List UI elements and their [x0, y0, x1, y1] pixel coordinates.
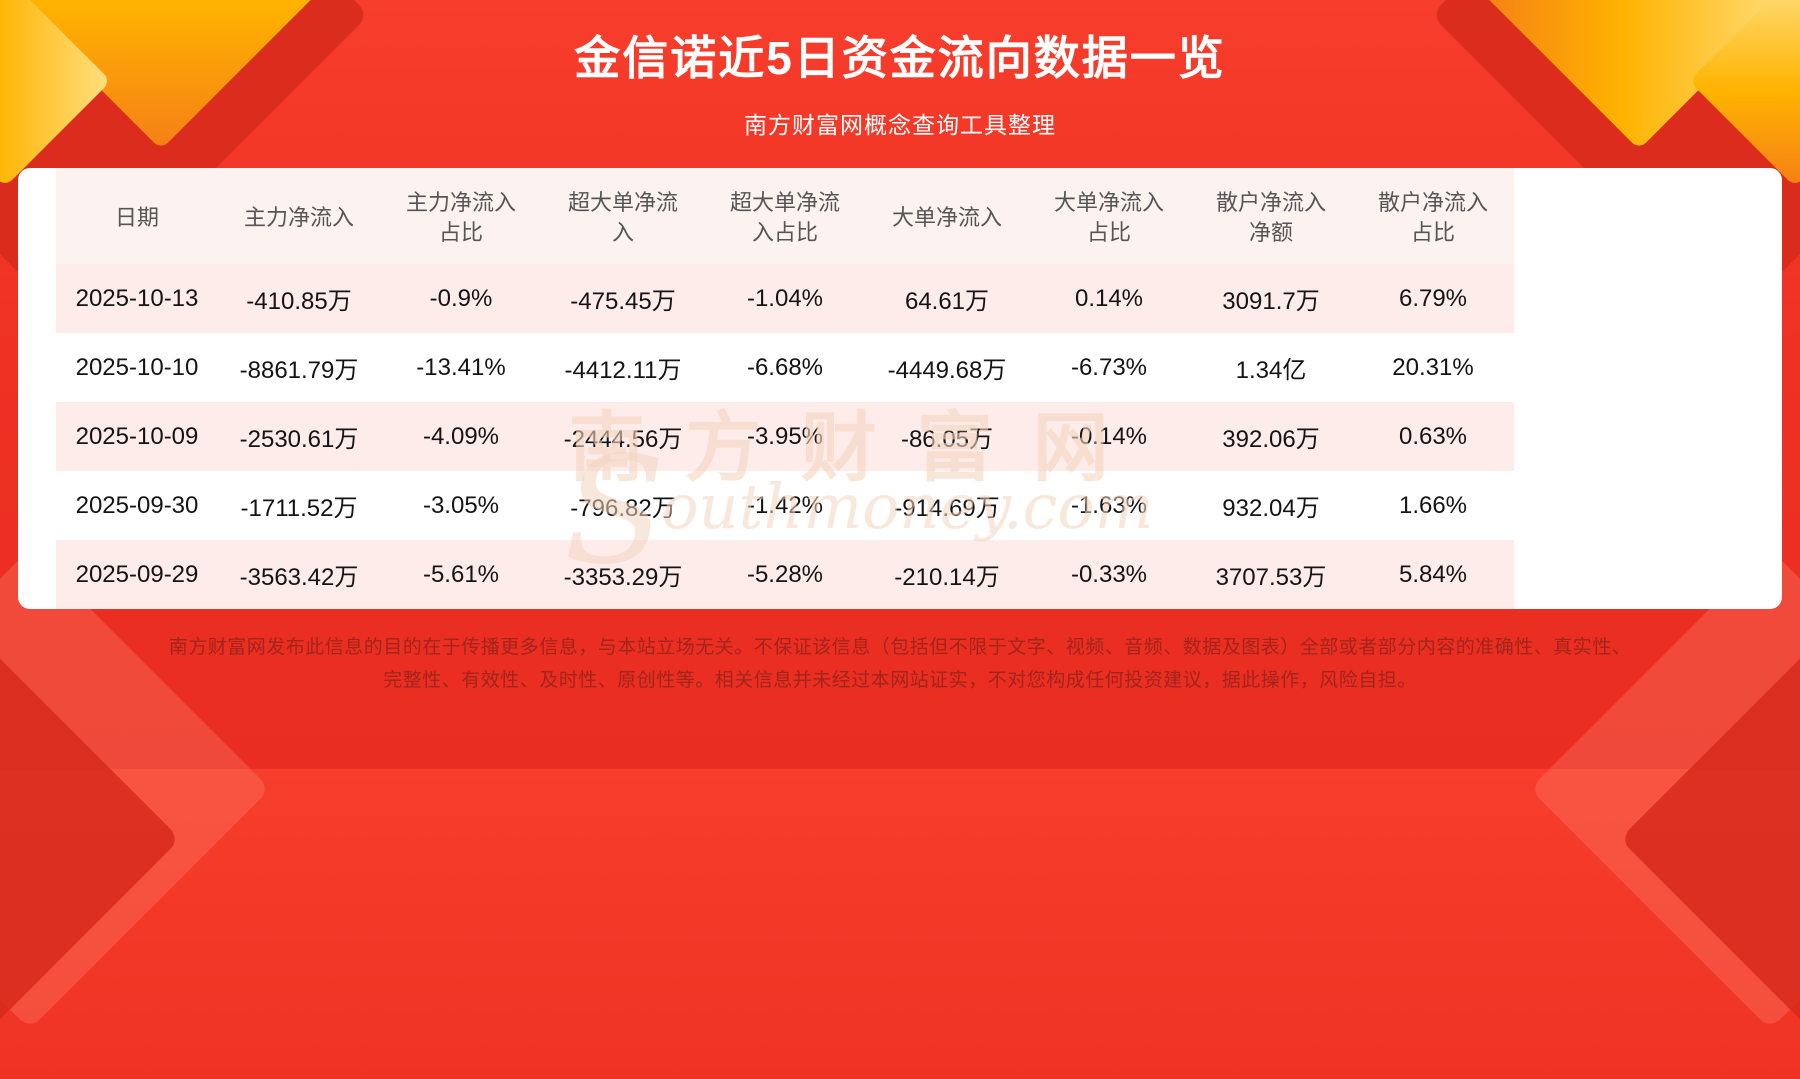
value-cell: -410.85万 [246, 288, 352, 315]
fund-flow-table-card: 日期 主力净流入 主力净流入占比 超大单净流入 超大单净流入占比 大单净流入 大单净流入占比… [18, 168, 1782, 609]
value-cell: -0.9% [429, 284, 493, 312]
column-header: 超大单净流入占比 [729, 190, 840, 245]
value-cell: -914.69万 [894, 495, 1000, 522]
value-cell: -3563.42万 [239, 564, 359, 591]
value-cell: 932.04万 [1222, 495, 1320, 522]
column-header: 主力净流入 [243, 205, 354, 230]
table-row: 2025-10-10 -8861.79万 -13.41% -4412.11万 -6.68… [56, 333, 1514, 402]
value-cell: 3707.53万 [1215, 564, 1327, 591]
fund-flow-table: 日期 主力净流入 主力净流入占比 超大单净流入 超大单净流入占比 大单净流入 大单净流入占比… [56, 168, 1514, 609]
column-header: 散户净流入占比 [1377, 190, 1488, 245]
value-cell: -6.68% [746, 353, 824, 381]
disclaimer-line-1: 南方财富网发布此信息的目的在于传播更多信息，与本站立场无关。不保证该信息（包括但… [168, 637, 1632, 658]
date-cell: 2025-10-09 [75, 422, 199, 450]
table-body: 2025-10-13 -410.85万 -0.9% -475.45万 -1.04% 64.… [56, 264, 1514, 609]
value-cell: -1.42% [746, 491, 824, 519]
table-row: 2025-10-13 -410.85万 -0.9% -475.45万 -1.04% 64.… [56, 264, 1514, 333]
value-cell: 1.66% [1398, 491, 1468, 519]
column-header: 大单净流入 [891, 205, 1002, 230]
value-cell: 64.61万 [904, 288, 990, 315]
value-cell: -210.14万 [894, 564, 1000, 591]
value-cell: 6.79% [1398, 284, 1468, 312]
table-wrap: 日期 主力净流入 主力净流入占比 超大单净流入 超大单净流入占比 大单净流入 大单净流入占比… [18, 168, 1782, 609]
value-cell: 0.63% [1398, 422, 1468, 450]
table-row: 2025-09-30 -1711.52万 -3.05% -796.82万 -1.42% -… [56, 471, 1514, 540]
value-cell: -3.05% [422, 491, 500, 519]
value-cell: -2444.56万 [563, 426, 683, 453]
value-cell: 0.14% [1074, 284, 1144, 312]
table-row: 2025-10-09 -2530.61万 -4.09% -2444.56万 -3.95%… [56, 402, 1514, 471]
value-cell: -86.05万 [900, 426, 994, 453]
value-cell: 392.06万 [1222, 426, 1320, 453]
table-head: 日期 主力净流入 主力净流入占比 超大单净流入 超大单净流入占比 大单净流入 大单净流入占比… [56, 168, 1514, 264]
column-header: 日期 [114, 205, 159, 230]
disclaimer-line-2: 完整性、有效性、及时性、原创性等。相关信息并未经过本网站证实，不对您构成任何投资… [383, 670, 1417, 691]
table-header-row: 日期 主力净流入 主力净流入占比 超大单净流入 超大单净流入占比 大单净流入 大单净流入占比… [56, 168, 1514, 264]
value-cell: -0.14% [1070, 422, 1148, 450]
column-header: 超大单净流入 [567, 190, 678, 245]
value-cell: -3.95% [746, 422, 824, 450]
disclaimer: 南方财富网发布此信息的目的在于传播更多信息，与本站立场无关。不保证该信息（包括但… [0, 631, 1800, 697]
value-cell: -8861.79万 [239, 357, 359, 384]
value-cell: -3353.29万 [563, 564, 683, 591]
value-cell: -4412.11万 [564, 357, 682, 384]
value-cell: -796.82万 [570, 495, 676, 522]
value-cell: 3091.7万 [1222, 288, 1320, 315]
value-cell: -5.61% [422, 560, 500, 588]
header: 金信诺近5日资金流向数据一览 南方财富网概念查询工具整理 [0, 0, 1800, 140]
date-cell: 2025-09-29 [75, 560, 199, 588]
value-cell: -4449.68万 [887, 357, 1007, 384]
value-cell: -4.09% [422, 422, 500, 450]
page-subtitle: 南方财富网概念查询工具整理 [744, 112, 1056, 138]
page-title: 金信诺近5日资金流向数据一览 [574, 32, 1226, 84]
column-header: 散户净流入净额 [1215, 190, 1326, 245]
value-cell: 20.31% [1392, 353, 1474, 381]
value-cell: -1711.52万 [240, 495, 358, 522]
value-cell: -5.28% [746, 560, 824, 588]
column-header: 大单净流入占比 [1053, 190, 1164, 245]
column-header: 主力净流入占比 [405, 190, 516, 245]
value-cell: -475.45万 [570, 288, 676, 315]
value-cell: -13.41% [416, 353, 506, 381]
date-cell: 2025-10-13 [75, 284, 199, 312]
value-cell: 5.84% [1398, 560, 1468, 588]
value-cell: -6.73% [1070, 353, 1148, 381]
table-row: 2025-09-29 -3563.42万 -5.61% -3353.29万 -5.28%… [56, 540, 1514, 609]
value-cell: 1.34亿 [1235, 357, 1307, 384]
value-cell: -1.04% [746, 284, 824, 312]
value-cell: -1.63% [1070, 491, 1148, 519]
date-cell: 2025-10-10 [75, 353, 199, 381]
value-cell: -0.33% [1070, 560, 1148, 588]
date-cell: 2025-09-30 [75, 491, 199, 519]
value-cell: -2530.61万 [239, 426, 359, 453]
